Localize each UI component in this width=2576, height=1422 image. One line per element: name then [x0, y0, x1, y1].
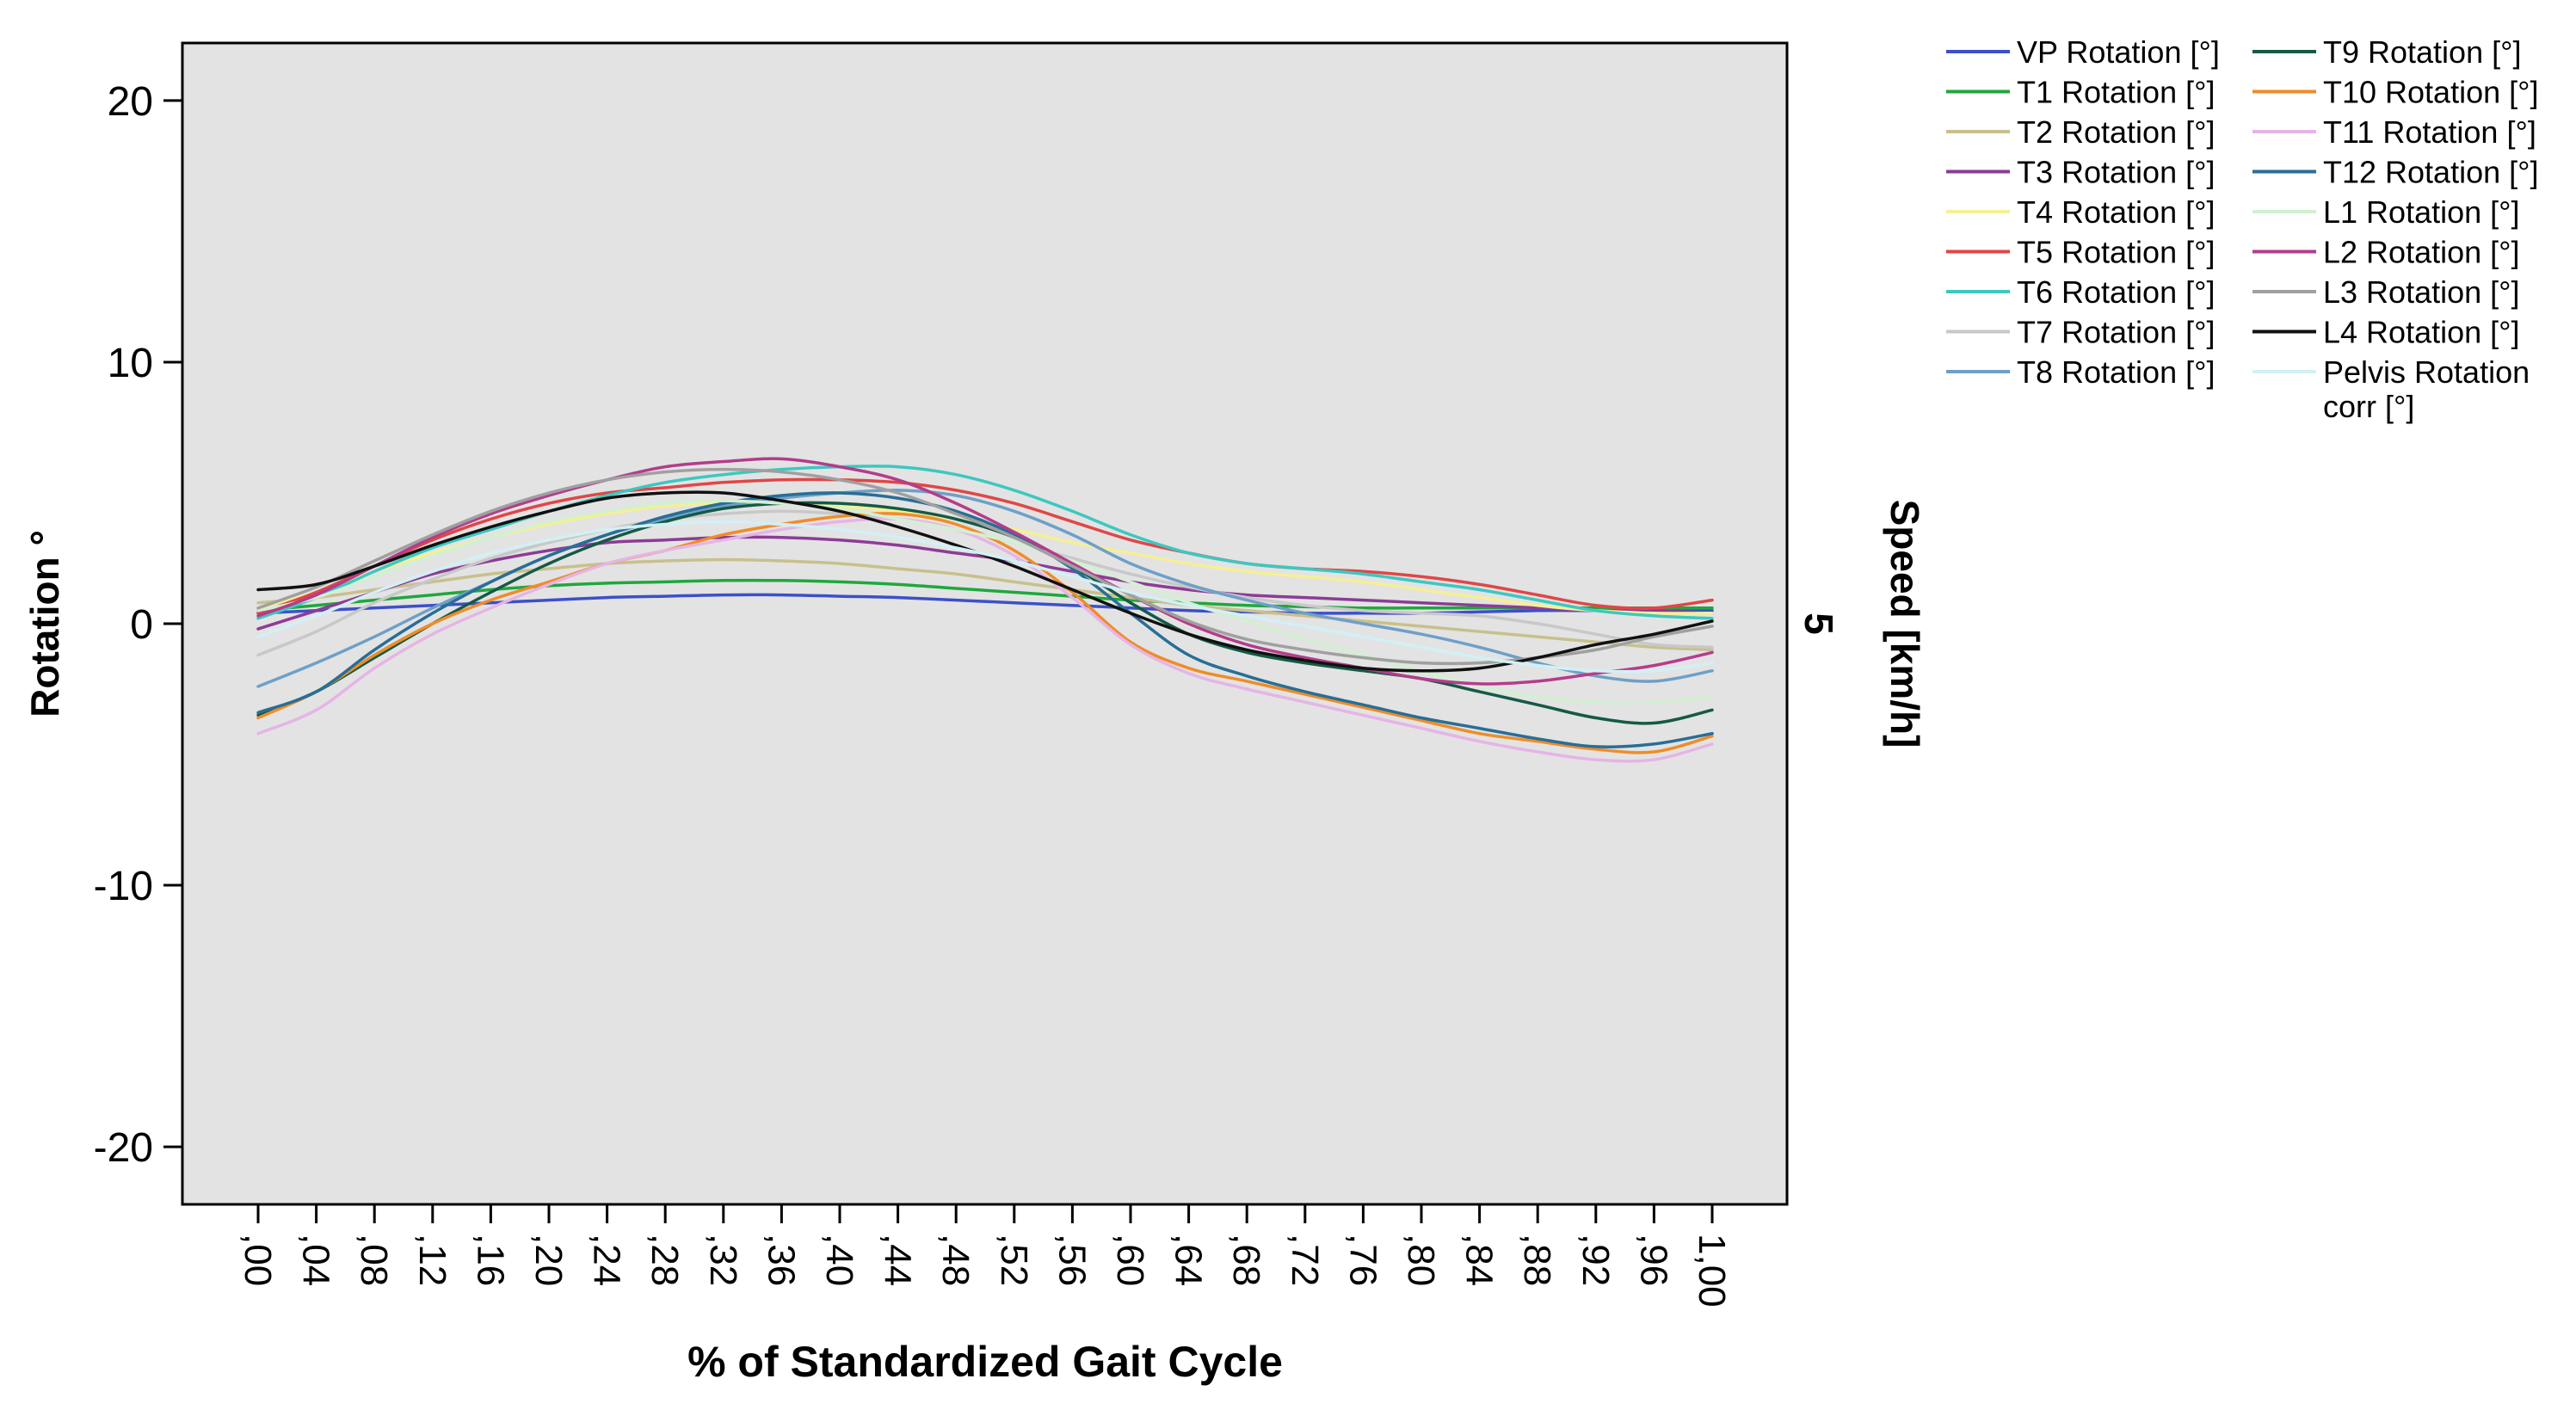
x-tick-label: ,56	[1051, 1234, 1093, 1286]
x-tick-label: ,32	[702, 1234, 744, 1286]
series-line-13	[256, 499, 1714, 705]
series-line-6	[256, 465, 1714, 620]
legend-label: VP Rotation [°]	[2017, 34, 2220, 70]
x-axis-title: % of Standardized Gait Cycle	[687, 1338, 1283, 1386]
series-line-0	[256, 593, 1714, 615]
x-tick-label: ,08	[353, 1234, 395, 1286]
x-tick-label: ,80	[1400, 1234, 1442, 1286]
legend-label: L1 Rotation [°]	[2323, 194, 2520, 230]
x-tick-label: ,20	[527, 1234, 570, 1286]
legend-label: T9 Rotation [°]	[2323, 34, 2522, 70]
x-tick-label: ,92	[1575, 1234, 1617, 1286]
x-tick-label: ,84	[1458, 1234, 1501, 1286]
x-tick-label: ,04	[295, 1234, 337, 1286]
x-axis: ,00 ,04 ,08 ,12 ,16 ,20 ,24 ,28 ,32 ,36 ,40 ,44 ,48,…	[237, 1204, 1733, 1308]
x-tick-label: ,64	[1168, 1234, 1210, 1286]
legend-label: T5 Rotation [°]	[2017, 235, 2215, 270]
series-line-12	[256, 491, 1714, 748]
legend-label: T4 Rotation [°]	[2017, 194, 2215, 230]
x-tick-label: ,24	[586, 1234, 628, 1286]
legend-label: T12 Rotation [°]	[2323, 155, 2539, 190]
x-tick-label: ,76	[1341, 1234, 1384, 1286]
legend-label: L2 Rotation [°]	[2323, 235, 2520, 270]
series-line-2	[256, 557, 1714, 652]
legend-label: T6 Rotation [°]	[2017, 274, 2215, 310]
x-tick-label: ,68	[1225, 1234, 1267, 1286]
x-tick-label: ,52	[993, 1234, 1035, 1286]
series-line-9	[256, 501, 1714, 725]
x-tick-label: ,12	[411, 1234, 453, 1286]
series-line-14	[256, 457, 1714, 686]
x-tick-label: ,00	[237, 1234, 279, 1286]
panel-label: Speed [km/h]	[1883, 500, 1927, 748]
legend-label: Pelvis Rotation	[2323, 354, 2530, 390]
x-tick-label: ,16	[469, 1234, 511, 1286]
legend: VP Rotation [°] T1 Rotation [°] T2 Rotatio…	[1946, 34, 2539, 424]
legend-label: T1 Rotation [°]	[2017, 75, 2215, 110]
legend-label: L3 Rotation [°]	[2323, 274, 2520, 310]
y-tick-label: 20	[108, 79, 153, 125]
x-tick-label: ,36	[760, 1234, 802, 1286]
panel-value: 5	[1796, 613, 1841, 635]
series-lines	[256, 457, 1714, 763]
y-tick-label: -20	[94, 1125, 153, 1171]
series-line-17	[256, 520, 1714, 674]
x-tick-label: ,96	[1632, 1234, 1674, 1286]
x-tick-label: ,28	[644, 1234, 686, 1286]
x-tick-label: ,60	[1109, 1234, 1151, 1286]
y-tick-label: -10	[94, 864, 153, 909]
y-tick-label: 0	[130, 602, 153, 648]
legend-label: T10 Rotation [°]	[2323, 75, 2539, 110]
series-line-5	[256, 477, 1714, 615]
x-tick-label: ,40	[818, 1234, 860, 1286]
x-tick-label: 1,00	[1691, 1234, 1733, 1308]
y-axis-title: Rotation °	[22, 530, 67, 717]
legend-label: L4 Rotation [°]	[2323, 315, 2520, 350]
y-tick-label: 10	[108, 341, 153, 386]
series-line-11	[256, 517, 1714, 763]
x-tick-label: ,72	[1284, 1234, 1326, 1286]
legend-label: T7 Rotation [°]	[2017, 315, 2215, 350]
legend-label: T3 Rotation [°]	[2017, 155, 2215, 190]
plot-area	[181, 41, 1789, 1206]
legend-label: T8 Rotation [°]	[2017, 354, 2215, 390]
x-tick-label: ,48	[934, 1234, 977, 1286]
x-tick-label: ,44	[877, 1234, 919, 1286]
legend-label: T2 Rotation [°]	[2017, 114, 2215, 150]
y-axis: 20 10 0 -10 -20	[94, 79, 182, 1171]
x-tick-label: ,88	[1516, 1234, 1558, 1286]
legend-label: T11 Rotation [°]	[2323, 114, 2536, 150]
series-line-15	[256, 467, 1714, 666]
legend-label: corr [°]	[2323, 389, 2414, 424]
